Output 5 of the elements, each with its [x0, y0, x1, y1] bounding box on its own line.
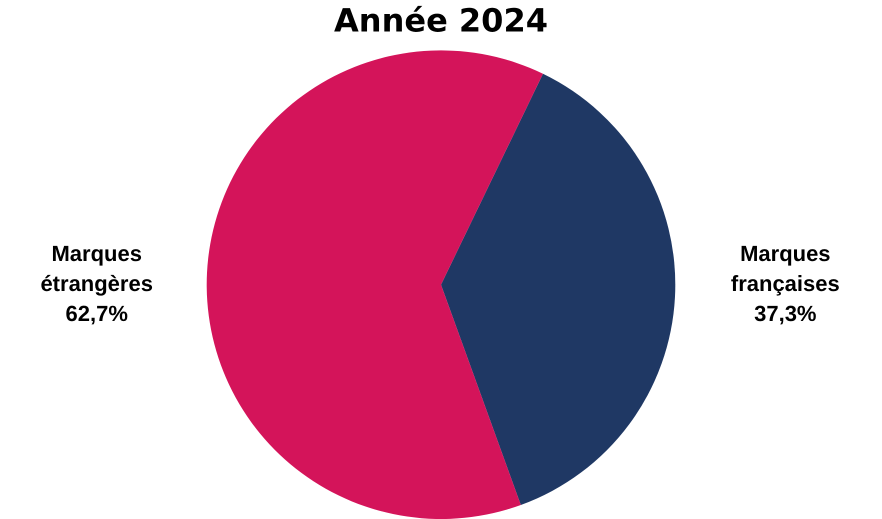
slice-label: Marques étrangères	[40, 240, 153, 296]
chart-title: Année 2024	[334, 2, 548, 40]
slice-label: Marques françaises	[730, 240, 840, 296]
data-label: 62,7%	[66, 300, 128, 326]
data-label: 37,3%	[754, 300, 816, 326]
